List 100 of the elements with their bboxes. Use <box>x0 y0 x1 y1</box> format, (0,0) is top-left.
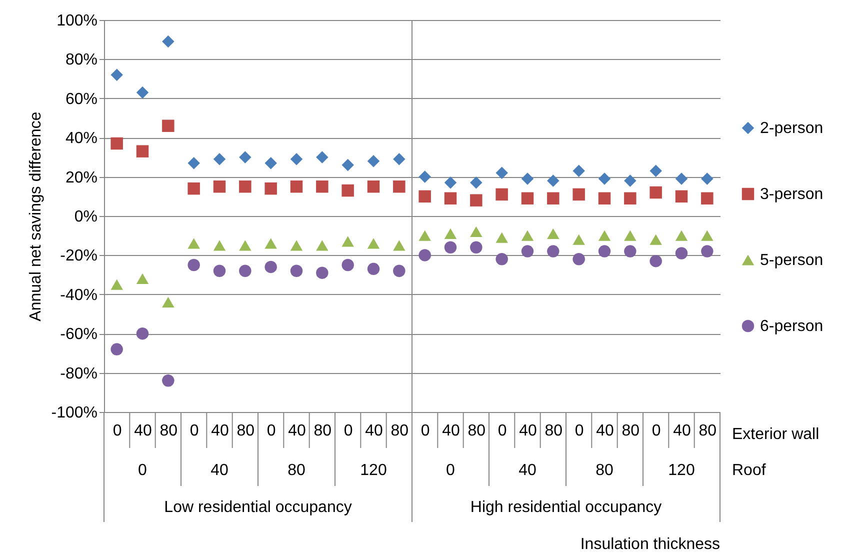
x-tick-label: 80 <box>468 422 486 440</box>
point <box>496 232 508 243</box>
point <box>367 154 380 168</box>
legend-label: 6-person <box>760 318 824 335</box>
point <box>418 170 431 183</box>
point <box>675 172 688 185</box>
point <box>521 172 534 185</box>
point <box>521 192 534 204</box>
x-tick-label: 0 <box>190 422 199 440</box>
point <box>675 190 688 203</box>
point <box>367 238 380 249</box>
point <box>624 192 636 204</box>
point <box>264 182 277 195</box>
point <box>264 260 277 274</box>
point <box>290 180 303 193</box>
point <box>444 192 457 204</box>
x-tick-label: 80 <box>236 422 255 440</box>
point <box>572 188 585 201</box>
x-tick-label: 40 <box>134 422 152 440</box>
point <box>598 172 611 185</box>
point <box>572 253 585 266</box>
point <box>444 228 457 239</box>
y-tick-label: 80% <box>65 52 98 69</box>
y-tick-label: 0% <box>74 208 98 226</box>
text: Exterior wall <box>732 426 820 443</box>
point <box>264 156 277 170</box>
point <box>110 68 123 82</box>
x-tick-label: 80 <box>544 422 563 440</box>
point <box>572 164 585 178</box>
y-tick-label: 20% <box>65 169 98 186</box>
point <box>675 230 688 241</box>
x-tick-label: 80 <box>160 422 178 440</box>
point <box>598 230 611 241</box>
point <box>188 182 200 195</box>
point <box>444 176 457 189</box>
x-tick-label: 40 <box>288 422 306 440</box>
point <box>470 226 482 237</box>
y-tick-label: -60% <box>60 326 98 344</box>
x-tick-label: 0 <box>652 422 661 440</box>
y-tick-label: -20% <box>60 248 98 265</box>
text: Roof <box>732 462 766 479</box>
y-tick-label: 40% <box>65 130 98 148</box>
point <box>624 174 636 187</box>
point <box>598 192 611 204</box>
x-tick-label: 40 <box>365 422 383 440</box>
point <box>393 264 406 277</box>
point <box>239 240 252 251</box>
x-tick-label: 0 <box>420 422 430 440</box>
y-tick-label: 100% <box>56 12 98 30</box>
point <box>418 190 431 203</box>
point <box>342 236 354 247</box>
point <box>701 245 714 258</box>
point <box>342 158 354 172</box>
x-tick-label: 0 <box>574 422 584 440</box>
point <box>239 264 252 277</box>
x-tick-label: 80 <box>622 422 640 440</box>
point <box>418 230 431 241</box>
point <box>496 166 508 180</box>
point <box>188 238 200 249</box>
point <box>213 264 226 277</box>
point <box>136 327 149 340</box>
point <box>367 262 380 276</box>
point <box>701 172 714 185</box>
legend-label: 2-person <box>760 120 824 137</box>
x-tick-label: 80 <box>390 422 409 440</box>
point <box>188 258 200 272</box>
x-tick-label: 40 <box>519 422 537 440</box>
text: 40 <box>518 462 536 479</box>
x-tick-label: 0 <box>266 422 276 440</box>
point <box>162 120 174 132</box>
text: 80 <box>288 462 306 479</box>
point <box>547 174 560 187</box>
point <box>290 240 303 251</box>
point <box>290 264 303 277</box>
point <box>470 194 482 206</box>
point <box>342 258 354 272</box>
point <box>136 86 149 99</box>
point <box>316 180 328 193</box>
text: 120 <box>668 462 695 479</box>
point <box>393 180 406 193</box>
y-axis-title: Annual net savings difference <box>27 112 44 322</box>
point <box>136 145 149 158</box>
point <box>701 192 714 204</box>
text: 0 <box>138 462 148 479</box>
point <box>213 180 226 193</box>
point <box>624 230 636 241</box>
point <box>316 240 328 251</box>
point <box>290 153 303 166</box>
point <box>547 192 560 204</box>
point <box>213 240 226 251</box>
point <box>521 245 534 258</box>
point <box>650 254 662 268</box>
point <box>547 245 560 258</box>
text: Insulation thickness <box>580 536 720 553</box>
x-tick-label: 40 <box>596 422 614 440</box>
point <box>162 374 174 387</box>
text: Low residential occupancy <box>164 499 352 516</box>
point <box>470 241 482 254</box>
point <box>316 266 328 279</box>
point <box>110 279 123 290</box>
